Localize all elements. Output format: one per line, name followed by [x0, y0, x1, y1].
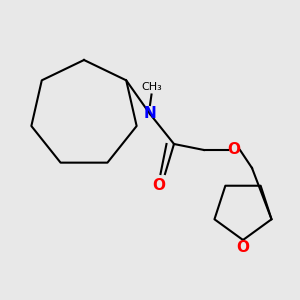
- Text: CH₃: CH₃: [141, 82, 162, 92]
- Text: O: O: [227, 142, 241, 158]
- Text: N: N: [144, 106, 156, 122]
- Text: O: O: [236, 240, 250, 255]
- Text: O: O: [152, 178, 166, 194]
